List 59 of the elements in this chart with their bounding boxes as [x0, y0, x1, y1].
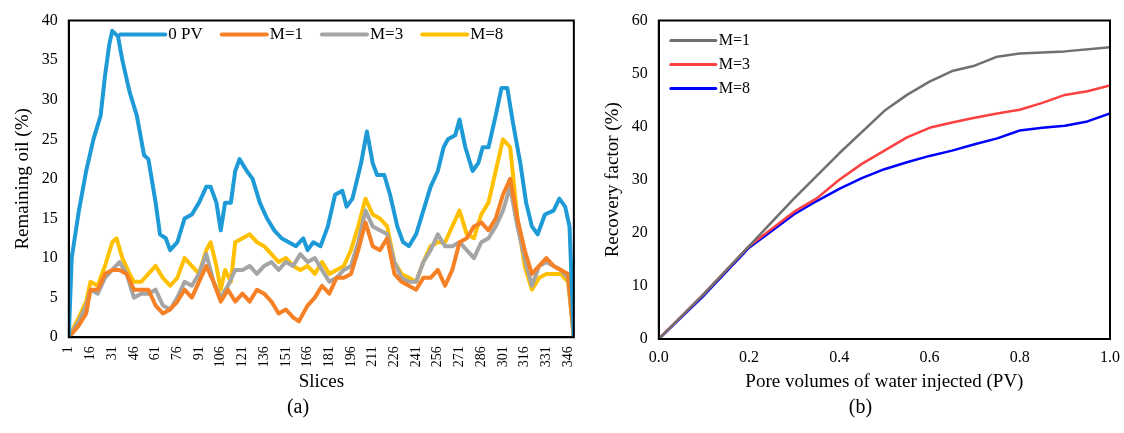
y-tick-label: 30 [631, 170, 648, 187]
x-tick-label: 61 [147, 346, 163, 361]
y-tick-label: 40 [41, 10, 58, 28]
y-tick-label: 15 [41, 208, 58, 226]
y-tick-label: 5 [49, 287, 58, 305]
x-tick-label: 46 [125, 346, 141, 361]
x-tick-label: 31 [103, 346, 119, 361]
x-tick-label: 151 [277, 346, 293, 368]
y-tick-label: 20 [631, 223, 648, 241]
x-tick-label: 16 [82, 346, 98, 361]
x-tick-label: 226 [386, 346, 402, 368]
x-tick-label: 0.2 [739, 347, 760, 365]
text: (b) [848, 395, 873, 418]
x-tick-label: 106 [212, 346, 228, 368]
y-tick-label: 10 [41, 248, 58, 266]
y-tick-label: 50 [631, 63, 648, 81]
y-tick-label: 0 [49, 327, 58, 345]
legend-label: M=1 [269, 24, 303, 44]
x-tick-label: 256 [429, 346, 445, 368]
x-tick-label: 1.0 [1100, 347, 1120, 365]
y-tick-label: 0 [639, 329, 648, 347]
legend-label: 0 PV [168, 24, 204, 44]
x-tick-label: 166 [299, 346, 315, 368]
x-tick-label: 331 [538, 346, 554, 368]
x-tick-label: 136 [255, 346, 271, 368]
y-tick-label: 40 [631, 116, 648, 134]
x-tick-label: 0.8 [1009, 347, 1030, 365]
y-tick-label: 25 [41, 129, 58, 147]
text: (a) [286, 395, 310, 418]
legend-label: M=3 [369, 24, 404, 44]
x-tick-label: 0.6 [919, 347, 940, 365]
y-tick-label: 10 [631, 276, 648, 294]
x-tick-label: 301 [494, 346, 510, 368]
legend-label: M=8 [718, 78, 751, 96]
y-tick-label: 60 [631, 10, 648, 28]
y-tick-label: 30 [41, 89, 58, 107]
x-tick-label: 211 [364, 346, 380, 367]
x-tick-label: 346 [559, 346, 575, 368]
legend-label: M=1 [718, 30, 751, 48]
legend-label: M=8 [470, 24, 504, 44]
x-axis-title: Pore volumes of water injected (PV) [745, 369, 1024, 392]
x-tick-label: 316 [516, 346, 532, 368]
x-tick-label: 0.4 [829, 347, 850, 365]
y-axis-title: Remaining oil (%) [11, 108, 34, 250]
x-tick-label: 196 [342, 346, 358, 368]
x-tick-label: 1 [60, 346, 76, 354]
x-tick-label: 286 [472, 346, 488, 368]
x-tick-label: 76 [169, 346, 185, 361]
legend-label: M=3 [718, 54, 751, 72]
x-tick-label: 271 [451, 346, 467, 368]
x-tick-label: 91 [190, 346, 206, 361]
x-tick-label: 121 [234, 346, 250, 368]
y-axis-title: Recovery factor (%) [601, 102, 624, 258]
x-tick-label: 181 [320, 346, 336, 368]
x-tick-label: 241 [407, 346, 423, 368]
x-axis-title: Slices [298, 369, 345, 391]
x-tick-label: 0.0 [648, 347, 669, 365]
y-tick-label: 35 [41, 50, 58, 68]
y-tick-label: 20 [41, 169, 58, 187]
